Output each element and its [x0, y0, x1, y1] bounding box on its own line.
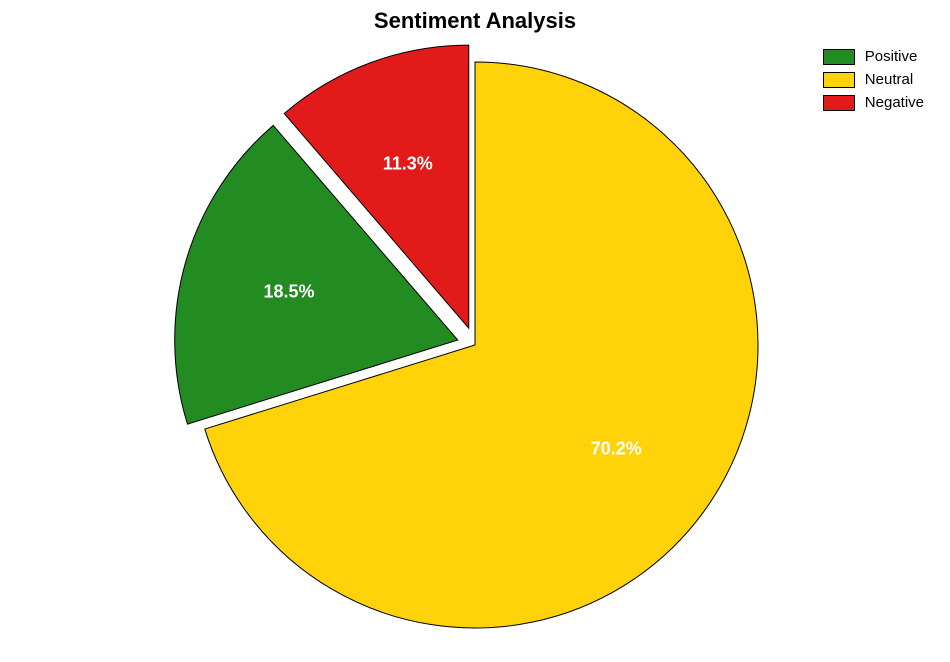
slice-label-positive: 18.5% [264, 281, 315, 302]
legend-label-neutral: Neutral [865, 71, 913, 88]
legend: Positive Neutral Negative [823, 48, 924, 117]
legend-item-negative: Negative [823, 94, 924, 111]
legend-item-positive: Positive [823, 48, 924, 65]
legend-swatch-neutral [823, 72, 855, 88]
pie-svg [0, 0, 950, 662]
slice-label-negative: 11.3% [383, 153, 433, 174]
legend-label-negative: Negative [865, 94, 924, 111]
legend-swatch-negative [823, 95, 855, 111]
legend-label-positive: Positive [865, 48, 918, 65]
sentiment-pie-chart: Sentiment Analysis 70.2%18.5%11.3% Posit… [0, 0, 950, 662]
legend-swatch-positive [823, 49, 855, 65]
slice-label-neutral: 70.2% [591, 439, 642, 460]
legend-item-neutral: Neutral [823, 71, 924, 88]
